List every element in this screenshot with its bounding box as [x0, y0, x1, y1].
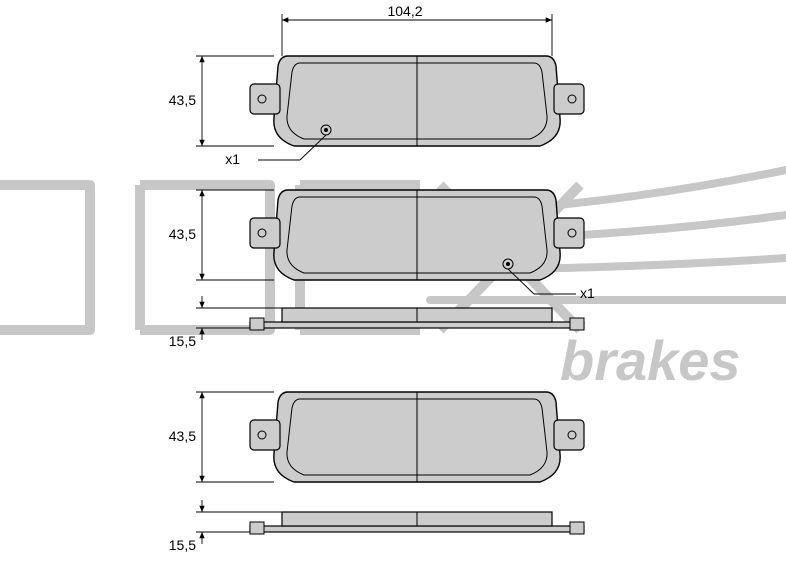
marker-x1-b: x1	[580, 285, 595, 301]
dim-h3-label: 43,5	[169, 428, 196, 444]
dim-h1-label: 43,5	[169, 92, 196, 108]
brake-pad-view-3	[250, 392, 584, 482]
dim-width-label: 104,2	[387, 3, 422, 19]
brake-pad-edge-2	[250, 512, 584, 534]
marker-x1-a: x1	[225, 151, 240, 167]
brake-pad-edge-1	[250, 308, 584, 330]
dim-h2-label: 43,5	[169, 226, 196, 242]
dimension-width: 104,2	[282, 3, 552, 56]
brake-pad-view-2: x1	[250, 190, 595, 301]
brake-pad-view-1: x1	[225, 56, 584, 167]
dim-t1-label: 15,5	[169, 333, 196, 349]
dim-t2-label: 15,5	[169, 537, 196, 553]
